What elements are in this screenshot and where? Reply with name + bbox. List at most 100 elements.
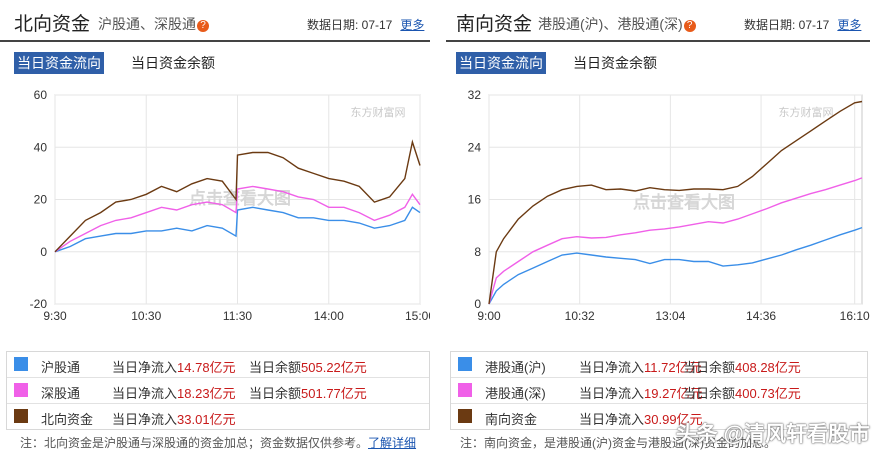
north-more-link[interactable]: 更多 xyxy=(400,18,425,32)
legend-swatch xyxy=(458,383,472,397)
north-tabs: 当日资金流向 当日资金余额 xyxy=(14,52,242,76)
south-title: 南向资金 xyxy=(456,14,533,35)
legend-row: 深股通 当日净流入18.23亿元 当日余额501.77亿元 xyxy=(7,378,429,404)
x-tick-label: 10:32 xyxy=(565,309,595,323)
legend-balance: 当日余额400.73亿元 xyxy=(683,383,801,402)
y-tick-label: 16 xyxy=(468,193,482,207)
south-date-label: 数据日期: 07-17 xyxy=(744,18,830,32)
flow-value: 11.72亿元 xyxy=(644,360,702,375)
legend-swatch xyxy=(14,409,28,423)
north-subtitle: 沪股通、深股通? xyxy=(98,14,209,34)
flow-value: 30.99亿元 xyxy=(644,412,703,427)
legend-name: 北向资金 xyxy=(41,412,94,427)
logo-watermark: 东方财富网 xyxy=(351,105,406,119)
series-line-2 xyxy=(54,139,421,253)
series-line-0 xyxy=(488,226,863,305)
tab-south-flow[interactable]: 当日资金流向 xyxy=(456,52,546,74)
legend-row: 沪股通 当日净流入14.78亿元 当日余额505.22亿元 xyxy=(7,352,429,378)
legend-row: 港股通(沪) 当日净流入11.72亿元 当日余额408.28亿元 xyxy=(451,352,867,378)
series-line-0 xyxy=(54,206,421,253)
south-footnote: 注：南向资金，是港股通(沪)资金与港股通(深)资金的加总。 xyxy=(460,436,776,450)
tab-north-flow[interactable]: 当日资金流向 xyxy=(14,52,104,74)
legend-flow: 当日净流入30.99亿元 xyxy=(579,409,703,428)
flow-value: 14.78亿元 xyxy=(177,360,236,375)
north-date: 数据日期: 07-17 更多 xyxy=(307,16,424,33)
x-tick-label: 14:36 xyxy=(746,309,776,323)
south-subtitle-text: 港股通(沪)、港股通(深) xyxy=(538,16,683,32)
legend-flow: 当日净流入11.72亿元 xyxy=(579,357,702,376)
legend-flow: 当日净流入14.78亿元 xyxy=(112,357,236,376)
x-tick-label: 15:00 xyxy=(405,309,430,323)
flow-value: 19.27亿元 xyxy=(644,386,703,401)
tab-south-balance[interactable]: 当日资金余额 xyxy=(573,55,657,71)
y-tick-label: 20 xyxy=(34,193,48,207)
legend-swatch xyxy=(14,357,28,371)
overlay-watermark: 头条 @清风轩看股市 xyxy=(675,423,870,446)
chart-watermark: 点击查看大图 xyxy=(633,192,735,212)
balance-label: 当日余额 xyxy=(683,360,736,375)
legend-name: 南向资金 xyxy=(485,412,538,427)
north-panel: 北向资金 沪股通、深股通? 数据日期: 07-17 更多 当日资金流向 当日资金余额… xyxy=(0,0,430,454)
flow-label: 当日净流入 xyxy=(112,360,178,375)
legend-balance: 当日余额505.22亿元 xyxy=(249,357,367,376)
legend-swatch xyxy=(458,357,472,371)
flow-label: 当日净流入 xyxy=(579,360,645,375)
balance-value: 400.73亿元 xyxy=(735,386,801,401)
help-icon[interactable]: ? xyxy=(683,20,696,32)
grid-group: -20 0 20 40 60 9:30 10:30 11:30 14:00 15:00 xyxy=(30,88,430,323)
y-tick-label: 24 xyxy=(468,140,482,154)
legend-balance: 当日余额408.28亿元 xyxy=(683,357,801,376)
south-date: 数据日期: 07-17 更多 xyxy=(744,16,861,33)
north-header: 北向资金 沪股通、深股通? 数据日期: 07-17 更多 xyxy=(0,0,430,42)
legend-name: 沪股通 xyxy=(41,360,81,375)
learn-more-link[interactable]: 了解详细 xyxy=(368,436,417,450)
legend-name: 深股通 xyxy=(41,386,81,401)
x-tick-label: 10:30 xyxy=(131,309,161,323)
south-panel: 南向资金 港股通(沪)、港股通(深)? 数据日期: 07-17 更多 当日资金流向… xyxy=(446,0,870,454)
y-tick-label: -20 xyxy=(30,297,48,311)
south-subtitle: 港股通(沪)、港股通(深)? xyxy=(538,14,696,34)
tab-north-balance[interactable]: 当日资金余额 xyxy=(131,55,215,71)
legend-flow: 当日净流入18.23亿元 xyxy=(112,383,236,402)
legend-balance: 当日余额501.77亿元 xyxy=(249,383,367,402)
x-tick-label: 16:10 xyxy=(840,309,870,323)
north-footnote: 注：北向资金是沪股通与深股通的资金加总；资金数据仅供参考。了解详细 xyxy=(20,434,416,451)
flow-value: 33.01亿元 xyxy=(177,412,236,427)
x-tick-label: 13:04 xyxy=(655,309,685,323)
legend-row: 南向资金 当日净流入30.99亿元 xyxy=(451,404,867,429)
x-tick-label: 9:00 xyxy=(477,309,501,323)
legend-name: 港股通(沪) xyxy=(485,360,546,375)
flow-label: 当日净流入 xyxy=(112,412,178,427)
south-tabs: 当日资金流向 当日资金余额 xyxy=(456,52,684,76)
balance-label: 当日余额 xyxy=(249,386,302,401)
south-more-link[interactable]: 更多 xyxy=(837,18,862,32)
series-line-2 xyxy=(488,100,863,305)
north-note-text: 注：北向资金是沪股通与深股通的资金加总；资金数据仅供参考。 xyxy=(20,436,369,450)
flow-value: 18.23亿元 xyxy=(177,386,236,401)
y-tick-label: 0 xyxy=(40,245,47,259)
north-title: 北向资金 xyxy=(14,14,91,35)
help-icon[interactable]: ? xyxy=(197,20,209,32)
flow-label: 当日净流入 xyxy=(112,386,178,401)
series-line-1 xyxy=(488,177,863,305)
legend-swatch xyxy=(14,383,28,397)
y-tick-label: 32 xyxy=(468,88,482,102)
flow-label: 当日净流入 xyxy=(579,412,645,427)
balance-value: 505.22亿元 xyxy=(301,360,367,375)
legend-name: 港股通(深) xyxy=(485,386,546,401)
logo-watermark: 东方财富网 xyxy=(779,105,834,119)
series-line-1 xyxy=(54,185,421,253)
flow-label: 当日净流入 xyxy=(579,386,645,401)
x-tick-label: 11:30 xyxy=(223,309,252,323)
balance-value: 408.28亿元 xyxy=(735,360,801,375)
y-tick-label: 0 xyxy=(474,297,481,311)
legend-row: 北向资金 当日净流入33.01亿元 xyxy=(7,404,429,429)
x-tick-label: 9:30 xyxy=(43,309,67,323)
south-legend: 港股通(沪) 当日净流入11.72亿元 当日余额408.28亿元 港股通(深) 当日净… xyxy=(450,351,868,430)
grid-group: 0 8 16 24 32 9:00 10:32 13:04 14:36 16:10 xyxy=(468,88,870,323)
legend-flow: 当日净流入19.27亿元 xyxy=(579,383,703,402)
y-tick-label: 8 xyxy=(474,245,481,259)
y-tick-label: 40 xyxy=(34,140,48,154)
